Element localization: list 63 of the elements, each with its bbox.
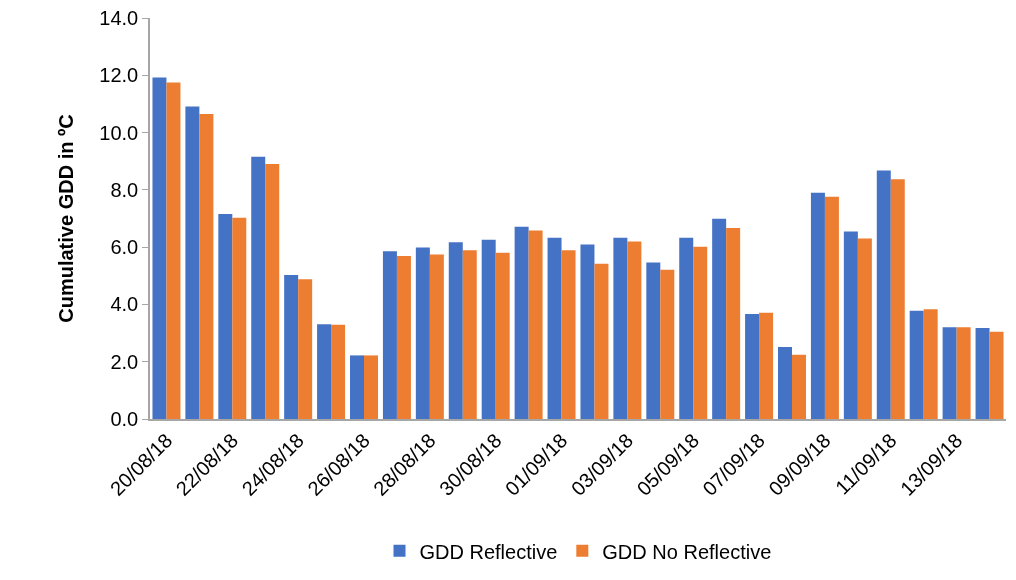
y-tick-label: 8.0 [110, 178, 139, 201]
bar [843, 231, 858, 419]
bar [251, 156, 266, 419]
bar [759, 312, 774, 419]
bar [298, 279, 313, 419]
bar [448, 242, 463, 419]
bar [495, 252, 510, 419]
y-tick-label: 12.0 [99, 64, 139, 87]
bar [712, 218, 727, 419]
bar [646, 262, 661, 419]
bar [660, 269, 675, 419]
bar [218, 213, 233, 419]
bar [429, 254, 444, 419]
bar [514, 226, 529, 419]
bar [166, 82, 181, 419]
bar [580, 244, 595, 419]
bar [778, 347, 792, 419]
bar [693, 246, 708, 419]
y-tick-label: 0.0 [110, 408, 139, 430]
bar [956, 327, 971, 419]
bar [199, 113, 214, 419]
bar [232, 217, 247, 419]
bar [594, 263, 609, 419]
bar [876, 170, 891, 419]
y-tick-label: 6.0 [110, 236, 139, 259]
bar [890, 179, 905, 419]
bar [382, 251, 397, 419]
bar [824, 196, 839, 419]
y-tick-label: 14.0 [99, 7, 139, 29]
bar [284, 274, 299, 419]
bar [745, 313, 760, 419]
bar [679, 237, 694, 419]
bar [923, 309, 938, 419]
legend-label: GDD No Reflective [602, 540, 772, 563]
bar [396, 256, 411, 419]
bar [265, 164, 280, 419]
y-tick-label: 4.0 [110, 293, 139, 316]
bar [185, 106, 200, 419]
bar [726, 227, 741, 419]
bar [989, 331, 1004, 419]
bar [810, 192, 825, 419]
y-tick-label: 10.0 [99, 121, 139, 144]
bar [350, 355, 364, 419]
bar [613, 237, 628, 419]
bar [415, 247, 430, 419]
bar [152, 77, 167, 419]
bar [627, 241, 642, 419]
bar [547, 237, 562, 419]
legend-label: GDD Reflective [419, 540, 558, 563]
bar [942, 327, 957, 419]
bar [792, 354, 806, 419]
bar [364, 355, 378, 419]
y-tick-label: 2.0 [110, 350, 139, 373]
bar [317, 324, 332, 419]
bar [462, 250, 477, 419]
bar [975, 327, 990, 419]
bar [481, 239, 496, 419]
y-axis-title: Cumulative GDD in ºC [55, 114, 78, 323]
bar [909, 310, 924, 419]
bar [857, 238, 872, 419]
bar [528, 230, 543, 419]
bar [331, 324, 346, 419]
bar [561, 250, 576, 419]
